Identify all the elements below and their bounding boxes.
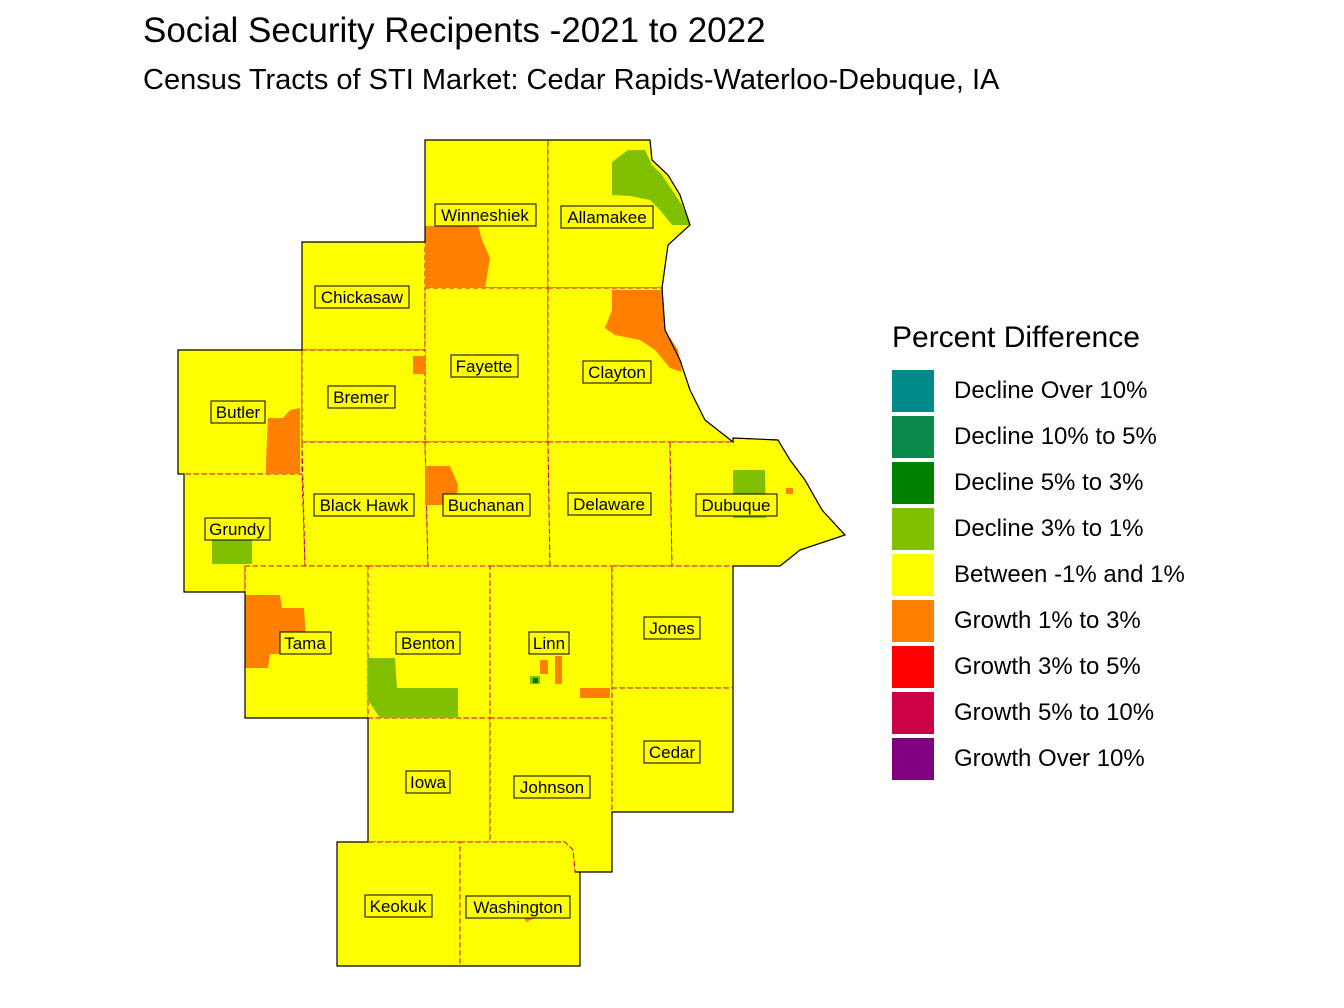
tract-patches xyxy=(212,150,793,922)
legend-label: Decline 3% to 1% xyxy=(954,515,1144,542)
legend-swatch xyxy=(892,462,934,504)
legend-item: Decline Over 10% xyxy=(892,368,1185,414)
tract-patch-bremer xyxy=(413,356,425,374)
svg-text:Delaware: Delaware xyxy=(573,495,645,514)
legend-item: Growth 1% to 3% xyxy=(892,598,1185,644)
svg-text:Black Hawk: Black Hawk xyxy=(320,496,409,515)
label-clayton: Clayton xyxy=(582,360,652,384)
svg-text:Clayton: Clayton xyxy=(588,363,646,382)
county-polygons xyxy=(177,139,846,967)
legend-item: Growth 3% to 5% xyxy=(892,644,1185,690)
map-subtitle: Census Tracts of STI Market: Cedar Rapid… xyxy=(143,64,1000,96)
county-labels: Winneshiek Allamakee Chickasaw Fayette C… xyxy=(204,203,778,919)
legend-swatch xyxy=(892,738,934,780)
label-benton: Benton xyxy=(395,631,461,655)
legend-swatch xyxy=(892,554,934,596)
svg-text:Iowa: Iowa xyxy=(410,773,446,792)
label-dubuque: Dubuque xyxy=(695,493,778,517)
legend-swatch xyxy=(892,692,934,734)
tract-patch-allamakee xyxy=(612,150,690,225)
legend: Percent Difference Decline Over 10% Decli… xyxy=(892,318,1185,782)
svg-text:Cedar: Cedar xyxy=(649,743,696,762)
label-black-hawk: Black Hawk xyxy=(313,493,415,517)
label-linn: Linn xyxy=(528,631,570,655)
tract-patch-benton xyxy=(368,658,458,718)
tract-patch-linn-a xyxy=(555,656,562,684)
svg-text:Washington: Washington xyxy=(473,898,562,917)
legend-item: Decline 5% to 3% xyxy=(892,460,1185,506)
legend-label: Decline Over 10% xyxy=(954,377,1148,404)
label-winneshiek: Winneshiek xyxy=(434,203,537,227)
legend-item: Growth 5% to 10% xyxy=(892,690,1185,736)
label-delaware: Delaware xyxy=(567,492,652,516)
legend-item: Decline 10% to 5% xyxy=(892,414,1185,460)
legend-item: Decline 3% to 1% xyxy=(892,506,1185,552)
map-title: Social Security Recipents -2021 to 2022 xyxy=(143,11,766,50)
svg-text:Tama: Tama xyxy=(284,634,326,653)
legend-label: Growth 1% to 3% xyxy=(954,607,1141,634)
tract-patch-winneshiek xyxy=(425,226,490,288)
svg-text:Jones: Jones xyxy=(649,619,694,638)
svg-text:Benton: Benton xyxy=(401,634,455,653)
svg-text:Buchanan: Buchanan xyxy=(448,496,525,515)
legend-item: Growth Over 10% xyxy=(892,736,1185,782)
market-outline xyxy=(177,139,847,967)
svg-text:Johnson: Johnson xyxy=(520,778,584,797)
legend-rows: Decline Over 10% Decline 10% to 5% Decline… xyxy=(892,368,1185,782)
legend-label: Growth 3% to 5% xyxy=(954,653,1141,680)
legend-label: Decline 10% to 5% xyxy=(954,423,1157,450)
legend-swatch xyxy=(892,508,934,550)
tract-patch-linn-c xyxy=(580,688,610,698)
label-keokuk: Keokuk xyxy=(364,894,433,918)
svg-text:Chickasaw: Chickasaw xyxy=(321,288,404,307)
tract-patch-dubuque-small xyxy=(786,488,793,494)
svg-text:Keokuk: Keokuk xyxy=(370,897,427,916)
label-bremer: Bremer xyxy=(327,385,396,409)
svg-text:Winneshiek: Winneshiek xyxy=(441,206,529,225)
label-johnson: Johnson xyxy=(513,775,591,799)
tract-patch-grundy xyxy=(212,540,252,564)
legend-label: Decline 5% to 3% xyxy=(954,469,1144,496)
tract-patch-linn-b xyxy=(540,660,548,674)
svg-text:Dubuque: Dubuque xyxy=(701,496,770,515)
label-chickasaw: Chickasaw xyxy=(314,285,410,309)
legend-swatch xyxy=(892,370,934,412)
label-buchanan: Buchanan xyxy=(442,493,531,517)
label-fayette: Fayette xyxy=(450,354,519,378)
label-tama: Tama xyxy=(279,631,332,655)
svg-text:Butler: Butler xyxy=(216,403,261,422)
legend-swatch xyxy=(892,646,934,688)
legend-label: Growth Over 10% xyxy=(954,745,1145,772)
label-allamakee: Allamakee xyxy=(560,205,654,229)
legend-label: Growth 5% to 10% xyxy=(954,699,1155,726)
label-grundy: Grundy xyxy=(204,517,271,541)
legend-swatch xyxy=(892,416,934,458)
legend-title: Percent Difference xyxy=(892,321,1140,354)
label-iowa: Iowa xyxy=(405,770,451,794)
label-jones: Jones xyxy=(643,616,701,640)
tract-patch-clayton xyxy=(605,290,682,372)
label-washington: Washington xyxy=(465,895,571,919)
label-cedar: Cedar xyxy=(643,740,701,764)
legend-item: Between -1% and 1% xyxy=(892,552,1185,598)
svg-text:Grundy: Grundy xyxy=(209,520,265,539)
legend-label: Between -1% and 1% xyxy=(954,561,1185,588)
svg-text:Linn: Linn xyxy=(533,634,565,653)
svg-text:Fayette: Fayette xyxy=(456,357,513,376)
tract-patch-linn-e xyxy=(533,678,538,683)
svg-text:Allamakee: Allamakee xyxy=(567,208,646,227)
tract-patch-butler xyxy=(266,408,300,474)
svg-text:Bremer: Bremer xyxy=(333,388,389,407)
label-butler: Butler xyxy=(210,400,266,424)
legend-swatch xyxy=(892,600,934,642)
